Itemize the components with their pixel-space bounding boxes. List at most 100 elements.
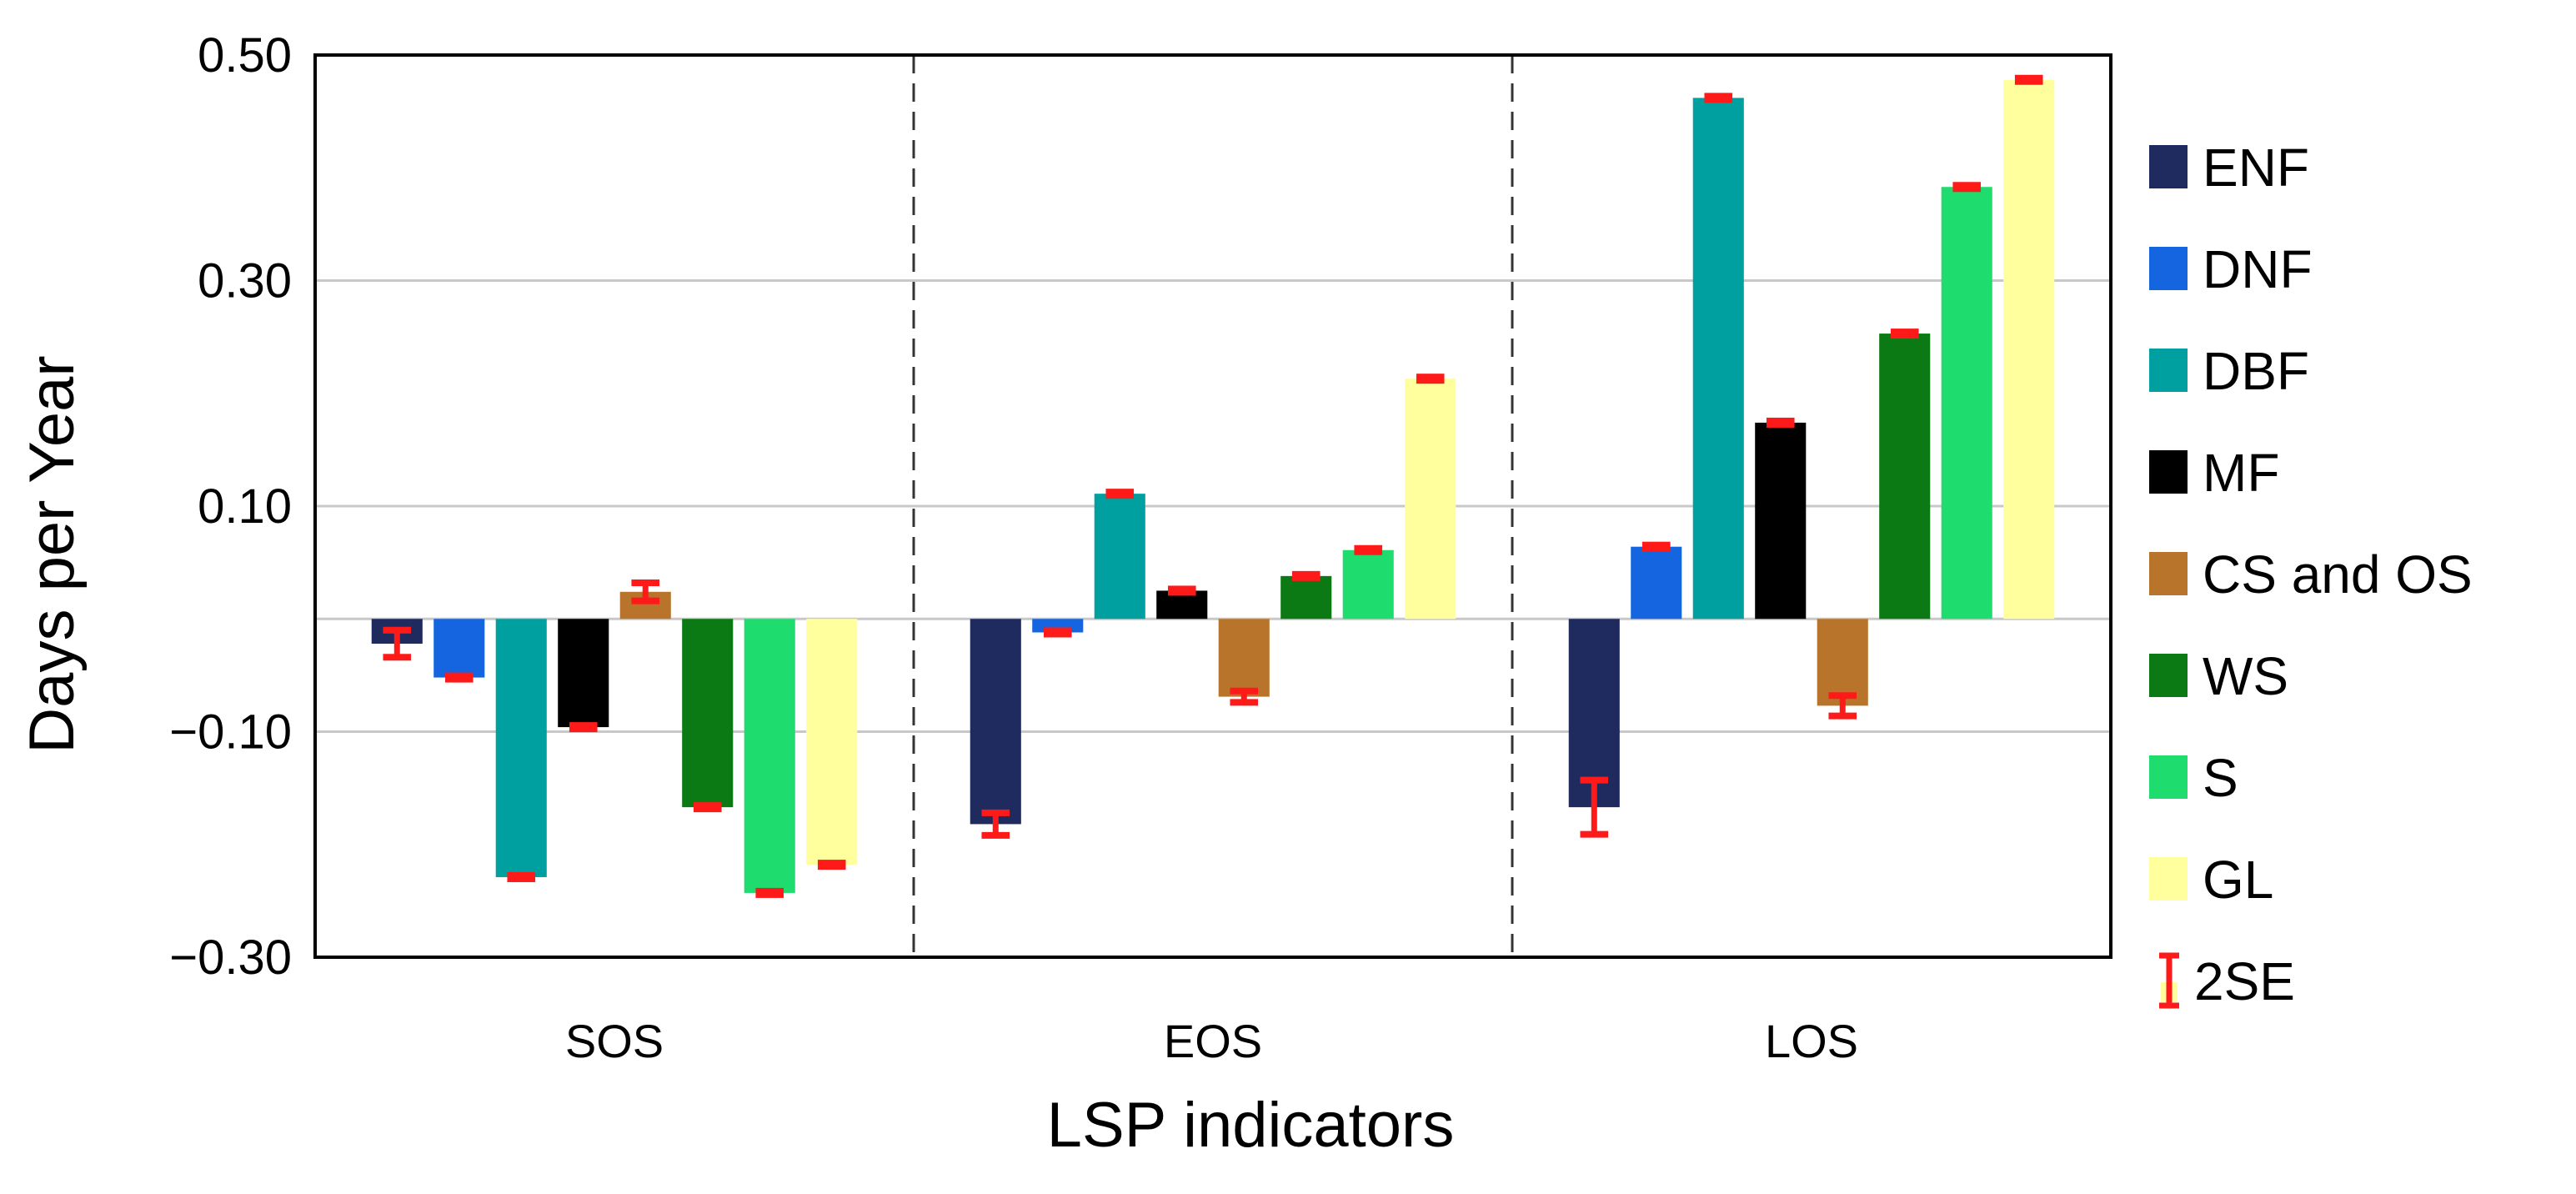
legend-swatch: [2149, 450, 2188, 494]
legend-item: ENF: [2149, 138, 2309, 198]
legend-label: GL: [2203, 850, 2273, 910]
error-bar: [1952, 182, 1982, 193]
bar-dbf-los: [1692, 98, 1744, 620]
error-bar: [383, 626, 412, 661]
error-bar-cap: [1416, 374, 1445, 384]
error-bar: [631, 579, 660, 605]
error-bar-cap: [693, 802, 722, 813]
legend-item: WS: [2149, 646, 2288, 706]
bar-dbf-eos: [1094, 494, 1145, 620]
error-bar: [1230, 687, 1259, 706]
error-bar: [2014, 74, 2043, 85]
x-axis-title: LSP indicators: [1047, 1090, 1455, 1161]
bar-gl-los: [2003, 79, 2055, 620]
legend-item: GL: [2149, 850, 2273, 910]
error-bar: [1167, 585, 1196, 596]
error-bar-cap: [507, 871, 536, 882]
error-bar: [1580, 776, 1609, 838]
legend-label: WS: [2203, 646, 2288, 706]
plot-frame: [313, 53, 2112, 959]
error-bar-cap: [1766, 417, 1795, 428]
gridlines: [315, 279, 2111, 733]
legend-item-2se: 2SE: [2159, 951, 2295, 1011]
error-bar: [1416, 374, 1445, 384]
error-bar: [507, 871, 536, 882]
bar-s-sos: [744, 619, 795, 893]
bar-ws-eos: [1280, 575, 1332, 620]
legend-swatch: [2149, 145, 2188, 188]
bar-cs-and-os-eos: [1218, 619, 1270, 697]
y-axis-title: Days per Year: [17, 355, 88, 753]
error-bar-cap: [1105, 489, 1135, 499]
error-bar-cap: [1952, 182, 1982, 193]
error-bar: [693, 802, 722, 813]
error-bar: [1828, 692, 1857, 720]
error-bar-cap: [1167, 585, 1196, 596]
legend-label: S: [2203, 748, 2238, 808]
y-tick-label: −0.30: [169, 931, 292, 985]
y-axis-ticks: 0.50 0.30 0.10 −0.10 −0.30: [169, 28, 292, 985]
error-bar: [1291, 570, 1321, 581]
error-bar-cap: [1354, 544, 1383, 555]
error-bar-cap: [1890, 329, 1919, 339]
bar-gl-eos: [1405, 379, 1456, 620]
error-bar-cap: [569, 722, 598, 733]
bar-ws-sos: [682, 619, 734, 808]
error-bar-cap: [817, 860, 846, 870]
x-tick-label: SOS: [565, 1015, 664, 1067]
error-bar-cap: [1641, 541, 1671, 552]
error-bar: [817, 860, 846, 870]
legend-item: DBF: [2149, 341, 2309, 401]
legend: ENF DNF DBF MF CS and OS WS S GL 2SE: [2149, 138, 2473, 1011]
error-bar-cap: [755, 887, 784, 898]
y-tick-label: 0.30: [198, 254, 292, 309]
legend-item: MF: [2149, 443, 2279, 503]
error-bars: [383, 74, 2043, 898]
bar-cs-and-os-los: [1817, 619, 1868, 706]
error-bar: [1641, 541, 1671, 552]
error-bar: [1354, 544, 1383, 555]
legend-item: DNF: [2149, 239, 2313, 299]
bar-dnf-sos: [434, 619, 485, 678]
error-bar-cap: [1291, 570, 1321, 581]
error-bar: [1043, 627, 1072, 638]
error-bar: [755, 887, 784, 898]
bar-ws-los: [1879, 334, 1931, 620]
bar-enf-eos: [970, 619, 1021, 825]
legend-label: ENF: [2203, 138, 2309, 198]
error-bar: [1890, 329, 1919, 339]
plot-border: [313, 53, 2112, 959]
x-tick-label: EOS: [1164, 1015, 1262, 1067]
legend-swatch: [2149, 857, 2188, 901]
error-bar-cap: [1043, 627, 1072, 638]
legend-label: DNF: [2203, 239, 2313, 299]
legend-label: DBF: [2203, 341, 2309, 401]
legend-item: S: [2149, 748, 2238, 808]
y-tick-label: −0.10: [169, 705, 292, 760]
bar-enf-los: [1568, 619, 1620, 808]
bar-gl-sos: [806, 619, 858, 865]
x-axis-ticks: SOS EOS LOS: [565, 1015, 1858, 1067]
error-bar: [1766, 417, 1795, 428]
bar-mf-los: [1755, 422, 1807, 620]
bar-s-los: [1941, 187, 1992, 620]
y-tick-label: 0.50: [198, 28, 292, 83]
error-bar: [1105, 489, 1135, 499]
legend-label: 2SE: [2194, 951, 2295, 1011]
bar-dnf-los: [1631, 546, 1682, 620]
legend-swatch: [2149, 247, 2188, 290]
legend-label: CS and OS: [2203, 544, 2473, 605]
bar-mf-sos: [558, 619, 609, 728]
legend-swatch: [2149, 552, 2188, 595]
error-bar: [569, 722, 598, 733]
error-bar: [1704, 93, 1733, 103]
error-bar-cap: [2014, 74, 2043, 85]
legend-item: CS and OS: [2149, 544, 2473, 605]
y-tick-label: 0.10: [198, 479, 292, 534]
legend-swatch: [2149, 654, 2188, 697]
legend-swatch: [2149, 349, 2188, 392]
legend-label: MF: [2203, 443, 2279, 503]
bars: [371, 79, 2055, 893]
error-bar-cap: [444, 672, 474, 683]
